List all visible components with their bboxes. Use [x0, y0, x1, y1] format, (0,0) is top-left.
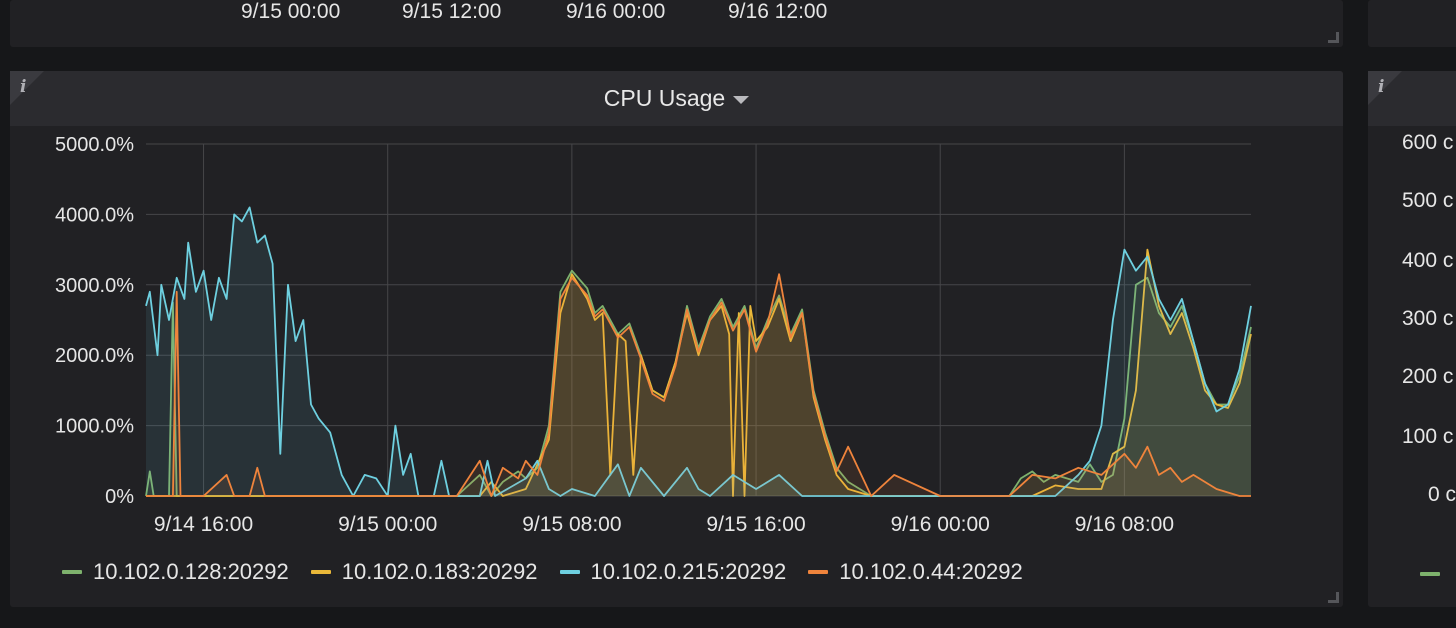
x-tick-label: 9/15 00:00	[338, 513, 437, 536]
cpu-usage-panel: i CPU Usage 0% 1000.0% 2000.0% 3000.0% 4000.…	[10, 71, 1343, 607]
y-tick-label: 1000.0%	[55, 416, 134, 438]
right-y-tick-label: 300 c	[1402, 307, 1454, 330]
legend-item[interactable]: 10.102.0.128:20292	[62, 559, 289, 585]
y-tick-label: 2000.0%	[55, 345, 134, 367]
right-panel-header[interactable]: i	[1368, 71, 1456, 126]
x-tick-label: 9/15 08:00	[522, 513, 621, 536]
cpu-usage-chart[interactable]: 0% 1000.0% 2000.0% 3000.0% 4000.0% 5000.0% 9/1…	[10, 71, 1343, 607]
series-area	[146, 249, 1251, 496]
caret-down-icon[interactable]	[733, 95, 750, 104]
series-area	[146, 270, 1251, 496]
right-y-tick-label: 400 c	[1402, 249, 1454, 272]
right-y-tick-label: 600 c	[1402, 131, 1454, 154]
panel-title[interactable]: CPU Usage	[10, 85, 1343, 112]
series-line	[146, 273, 1251, 497]
right-y-tick-label: 0 c	[1428, 483, 1456, 506]
series-area	[146, 274, 1251, 496]
resize-handle-icon[interactable]	[1328, 592, 1339, 603]
legend-item[interactable]: 10.102.0.44:20292	[808, 559, 1023, 585]
resize-handle-icon[interactable]	[1328, 32, 1339, 43]
info-icon[interactable]: i	[20, 77, 27, 97]
x-tick-label: 9/16 00:00	[891, 513, 990, 536]
x-tick-label: 9/15 16:00	[706, 513, 805, 536]
top-x-tick-label: 9/16 12:00	[728, 0, 828, 23]
legend-item[interactable]: 10.102.0.183:20292	[310, 559, 538, 585]
series-line	[146, 248, 1252, 497]
legend-swatch	[559, 570, 580, 574]
legend-label[interactable]: 10.102.0.183:20292	[341, 559, 538, 584]
series-area	[146, 207, 1251, 496]
legend-swatch	[310, 570, 331, 574]
legend: 10.102.0.128:20292 10.102.0.183:20292 10.1…	[62, 559, 1023, 585]
right-info-corner[interactable]	[1368, 71, 1402, 105]
info-corner[interactable]	[10, 71, 44, 105]
x-tick-label: 9/16 08:00	[1075, 513, 1174, 536]
y-tick-label: 4000.0%	[55, 204, 134, 226]
right-legend-swatch	[1420, 572, 1440, 576]
panel-header[interactable]: i CPU Usage	[10, 71, 1343, 126]
right-y-tick-label: 200 c	[1402, 365, 1454, 388]
top-right-panel	[1368, 0, 1456, 47]
panel-title-text[interactable]: CPU Usage	[603, 85, 726, 111]
right-info-icon[interactable]: i	[1378, 77, 1385, 97]
y-tick-label: 5000.0%	[55, 134, 134, 156]
legend-item[interactable]: 10.102.0.215:20292	[559, 559, 787, 585]
top-x-tick-label: 9/15 12:00	[402, 0, 502, 23]
top-x-tick-label: 9/16 00:00	[566, 0, 666, 23]
top-x-tick-label: 9/15 00:00	[241, 0, 341, 23]
right-y-tick-label: 100 c	[1402, 425, 1454, 448]
legend-swatch	[62, 570, 82, 574]
y-tick-label: 3000.0%	[55, 275, 134, 297]
right-panel: i 600 c 500 c 400 c 300 c 200 c 100 c 0 …	[1368, 71, 1456, 607]
legend-label[interactable]: 10.102.0.44:20292	[839, 559, 1023, 584]
legend-label[interactable]: 10.102.0.215:20292	[590, 559, 787, 584]
top-panel: 9/15 00:00 9/15 12:00 9/16 00:00 9/16 12…	[10, 0, 1343, 47]
legend-label[interactable]: 10.102.0.128:20292	[93, 559, 289, 584]
series-line	[145, 206, 1252, 497]
legend-swatch	[808, 570, 829, 574]
y-tick-label: 0%	[105, 486, 134, 508]
x-tick-label: 9/14 16:00	[154, 513, 253, 536]
right-y-tick-label: 500 c	[1402, 189, 1454, 212]
